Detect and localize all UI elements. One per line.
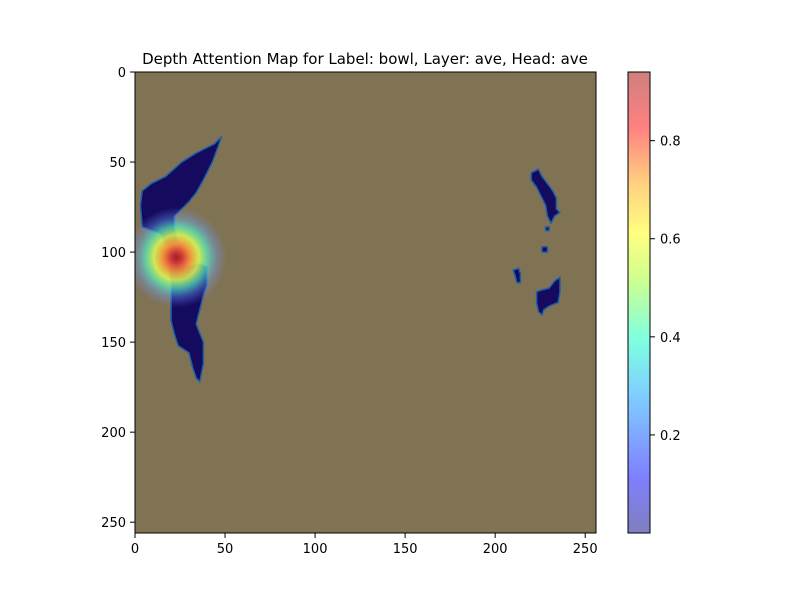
mask-right-dot-b: [541, 245, 549, 253]
x-tick-label: 250: [573, 542, 598, 557]
colorbar-tick-label: 0.4: [660, 331, 681, 346]
y-tick-label: 150: [101, 336, 126, 351]
mask-right-small-region: [512, 267, 522, 284]
x-axis-ticks: 0 50 100 150 200 250: [131, 533, 598, 557]
mask-right-lower-region: [535, 276, 561, 316]
plot-background: [135, 72, 596, 533]
x-tick-label: 200: [483, 542, 508, 557]
x-tick-label: 150: [393, 542, 418, 557]
mask-right-upper-region: [530, 168, 561, 225]
plot-frame: [134, 71, 597, 534]
y-tick-label: 100: [101, 246, 126, 261]
y-tick-label: 250: [101, 516, 126, 531]
y-tick-label: 200: [101, 426, 126, 441]
y-axis-ticks: 0 50 100 150 200 250: [101, 66, 135, 531]
colorbar-tick-label: 0.8: [660, 135, 681, 150]
y-tick-label: 0: [118, 66, 126, 81]
chart-title: Depth Attention Map for Label: bowl, Lay…: [142, 50, 588, 68]
attention-hotspot: [135, 207, 227, 308]
colorbar-tick-label: 0.6: [660, 233, 681, 248]
y-tick-label: 50: [109, 156, 126, 171]
colorbar-tick-label: 0.2: [660, 429, 681, 444]
colorbar-ticks: 0.2 0.4 0.6 0.8: [650, 135, 681, 444]
x-tick-label: 0: [131, 542, 139, 557]
x-tick-label: 50: [217, 542, 234, 557]
colorbar-frame: [627, 71, 651, 534]
colorbar-gradient: [628, 72, 650, 533]
mask-right-dot-a: [544, 226, 550, 232]
attention-hotspot-layer: [135, 207, 227, 308]
x-tick-label: 100: [303, 542, 328, 557]
